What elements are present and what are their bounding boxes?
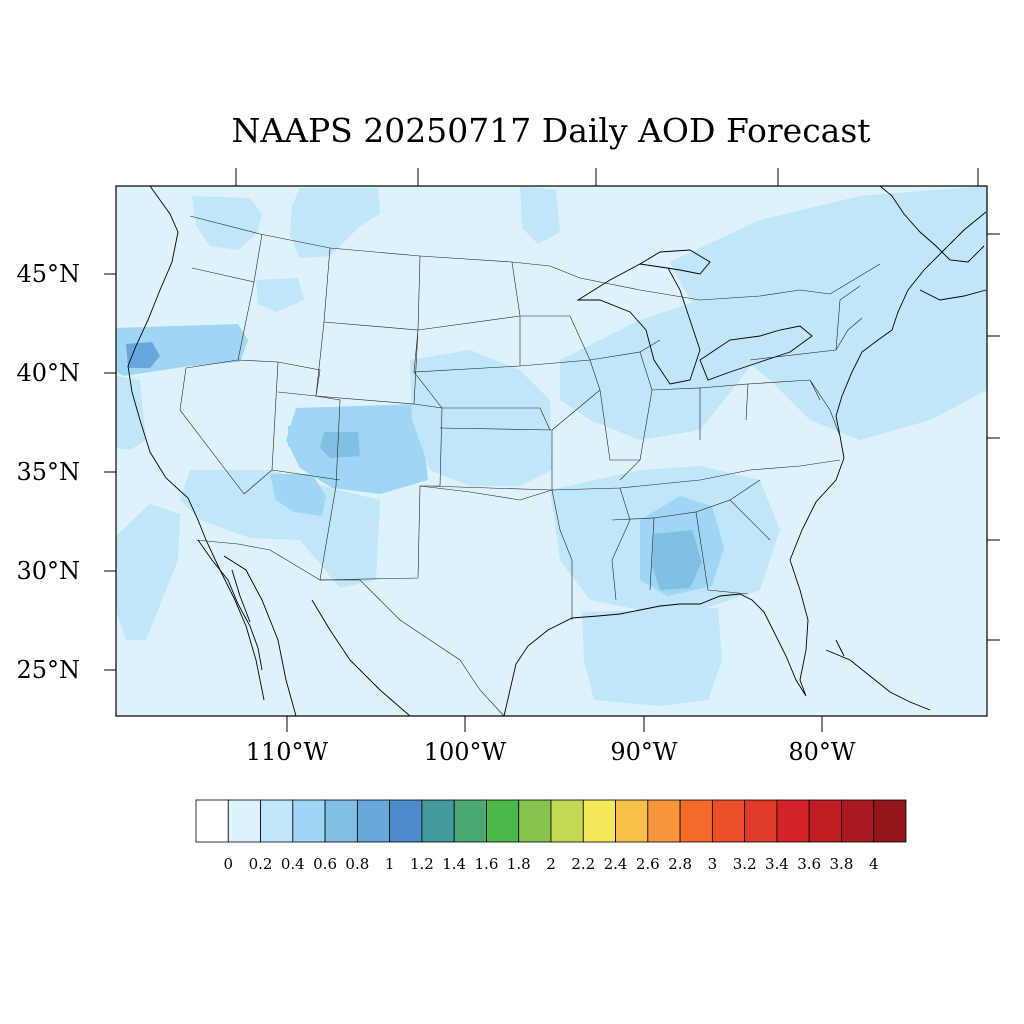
colorbar-tick-label: 0.2 bbox=[249, 855, 273, 873]
colorbar-tick-label: 2.2 bbox=[571, 855, 595, 873]
atlantic-coast bbox=[789, 211, 987, 561]
colorbar-swatch bbox=[873, 799, 907, 843]
atlantic-haze bbox=[670, 186, 987, 440]
colorbar-swatch bbox=[453, 799, 487, 843]
central-plains-haze bbox=[410, 350, 552, 486]
colorbar-swatch bbox=[389, 799, 423, 843]
arizona-plume bbox=[270, 474, 326, 516]
colorbar-swatch bbox=[841, 799, 875, 843]
lon-label: 110°W bbox=[246, 738, 329, 766]
colorbar-tick-label: 3.4 bbox=[765, 855, 789, 873]
colorbar-labels: 0 0.2 0.4 0.6 0.8 1 1.2 1.4 1.6 1.8 2 2.2 2.4 2.6 2.8 3… bbox=[223, 855, 878, 873]
gulf-coast bbox=[503, 559, 809, 716]
colorbar-swatch bbox=[356, 799, 391, 843]
aod-fields bbox=[116, 186, 987, 706]
state-borders bbox=[179, 215, 881, 716]
colorbar-swatch bbox=[744, 799, 778, 843]
pacific-northwest-haze bbox=[192, 196, 262, 250]
axis-ticks bbox=[104, 168, 1000, 732]
colorbar-swatch bbox=[615, 799, 649, 843]
colorbar-swatch bbox=[486, 799, 520, 843]
arizona-haze bbox=[180, 470, 380, 588]
colorado-core bbox=[320, 432, 360, 458]
gulf-of-california-coast bbox=[223, 555, 297, 716]
colorbar-tick-label: 1.6 bbox=[475, 855, 499, 873]
lat-label: 45°N bbox=[16, 260, 80, 288]
colorbar-tick-label: 3.8 bbox=[830, 855, 854, 873]
great-lakes bbox=[576, 249, 813, 385]
lon-label: 90°W bbox=[610, 738, 678, 766]
colorbar-swatch bbox=[518, 799, 552, 843]
longitude-labels: 110°W 100°W 90°W 80°W bbox=[246, 738, 856, 766]
colorbar-tick-label: 2.8 bbox=[668, 855, 692, 873]
lat-label: 40°N bbox=[16, 359, 80, 387]
colorbar-tick-label: 3 bbox=[708, 855, 718, 873]
montana-haze-2 bbox=[256, 278, 304, 312]
montana-haze bbox=[290, 188, 380, 258]
mississippi-core bbox=[652, 530, 702, 590]
colorbar bbox=[195, 799, 907, 843]
colorbar-tick-label: 1 bbox=[385, 855, 395, 873]
cuba-coast bbox=[825, 639, 931, 711]
western-states bbox=[179, 233, 341, 581]
us-canada-border bbox=[189, 215, 881, 301]
mexico-west-coast bbox=[311, 599, 411, 716]
colorbar-tick-label: 2 bbox=[546, 855, 556, 873]
lon-label: 80°W bbox=[788, 738, 856, 766]
us-mexico-border bbox=[195, 539, 505, 716]
colorbar-tick-label: 0.6 bbox=[313, 855, 337, 873]
colorbar-swatch bbox=[679, 799, 713, 843]
great-basin-haze bbox=[116, 376, 146, 450]
colorbar-swatch bbox=[711, 799, 746, 843]
colorbar-swatch bbox=[550, 799, 584, 843]
map-panel bbox=[115, 185, 988, 717]
colorbar-tick-label: 3.2 bbox=[733, 855, 757, 873]
colorbar-swatch bbox=[292, 799, 326, 843]
colorbar-tick-label: 1.4 bbox=[442, 855, 466, 873]
colorbar-tick-label: 3.6 bbox=[797, 855, 821, 873]
northeast-states bbox=[747, 285, 863, 437]
colorbar-swatch bbox=[776, 799, 810, 843]
colorbar-swatch bbox=[808, 799, 842, 843]
lat-label: 30°N bbox=[16, 557, 80, 585]
lat-label: 25°N bbox=[16, 656, 80, 684]
colorbar-swatch bbox=[582, 799, 616, 843]
colorbar-tick-label: 0.8 bbox=[345, 855, 369, 873]
colorbar-tick-label: 1.8 bbox=[507, 855, 531, 873]
map-title: NAAPS 20250717 Daily AOD Forecast bbox=[231, 111, 870, 150]
colorbar-swatch bbox=[324, 799, 358, 843]
colorbar-tick-label: 0.4 bbox=[281, 855, 305, 873]
southern-states bbox=[551, 459, 841, 601]
upper-midwest-haze bbox=[520, 186, 560, 244]
colorbar-swatch bbox=[227, 799, 261, 843]
northern-california-core bbox=[126, 342, 160, 368]
colorbar-tick-label: 0 bbox=[223, 855, 233, 873]
colorbar-swatch bbox=[647, 799, 681, 843]
lat-label: 35°N bbox=[16, 458, 80, 486]
colorbar-tick-label: 1.2 bbox=[410, 855, 434, 873]
colorbar-tick-label: 2.6 bbox=[636, 855, 660, 873]
canada-coast bbox=[879, 186, 987, 301]
colorbar-swatch bbox=[195, 799, 229, 843]
map-frame bbox=[115, 185, 988, 717]
coastlines bbox=[127, 186, 987, 716]
lon-label: 100°W bbox=[424, 738, 507, 766]
colorbar-tick-label: 4 bbox=[869, 855, 879, 873]
baja-peninsula bbox=[197, 539, 263, 671]
latitude-labels: 45°N 40°N 35°N 30°N 25°N bbox=[16, 260, 80, 684]
colorbar-swatch bbox=[260, 799, 294, 843]
midwest-states bbox=[519, 315, 749, 481]
colorbar-tick-label: 2.4 bbox=[604, 855, 628, 873]
pacific-coastline bbox=[127, 186, 265, 701]
colorbar-swatch bbox=[421, 799, 455, 843]
gulf-haze bbox=[582, 608, 722, 706]
baja-haze bbox=[116, 504, 180, 640]
